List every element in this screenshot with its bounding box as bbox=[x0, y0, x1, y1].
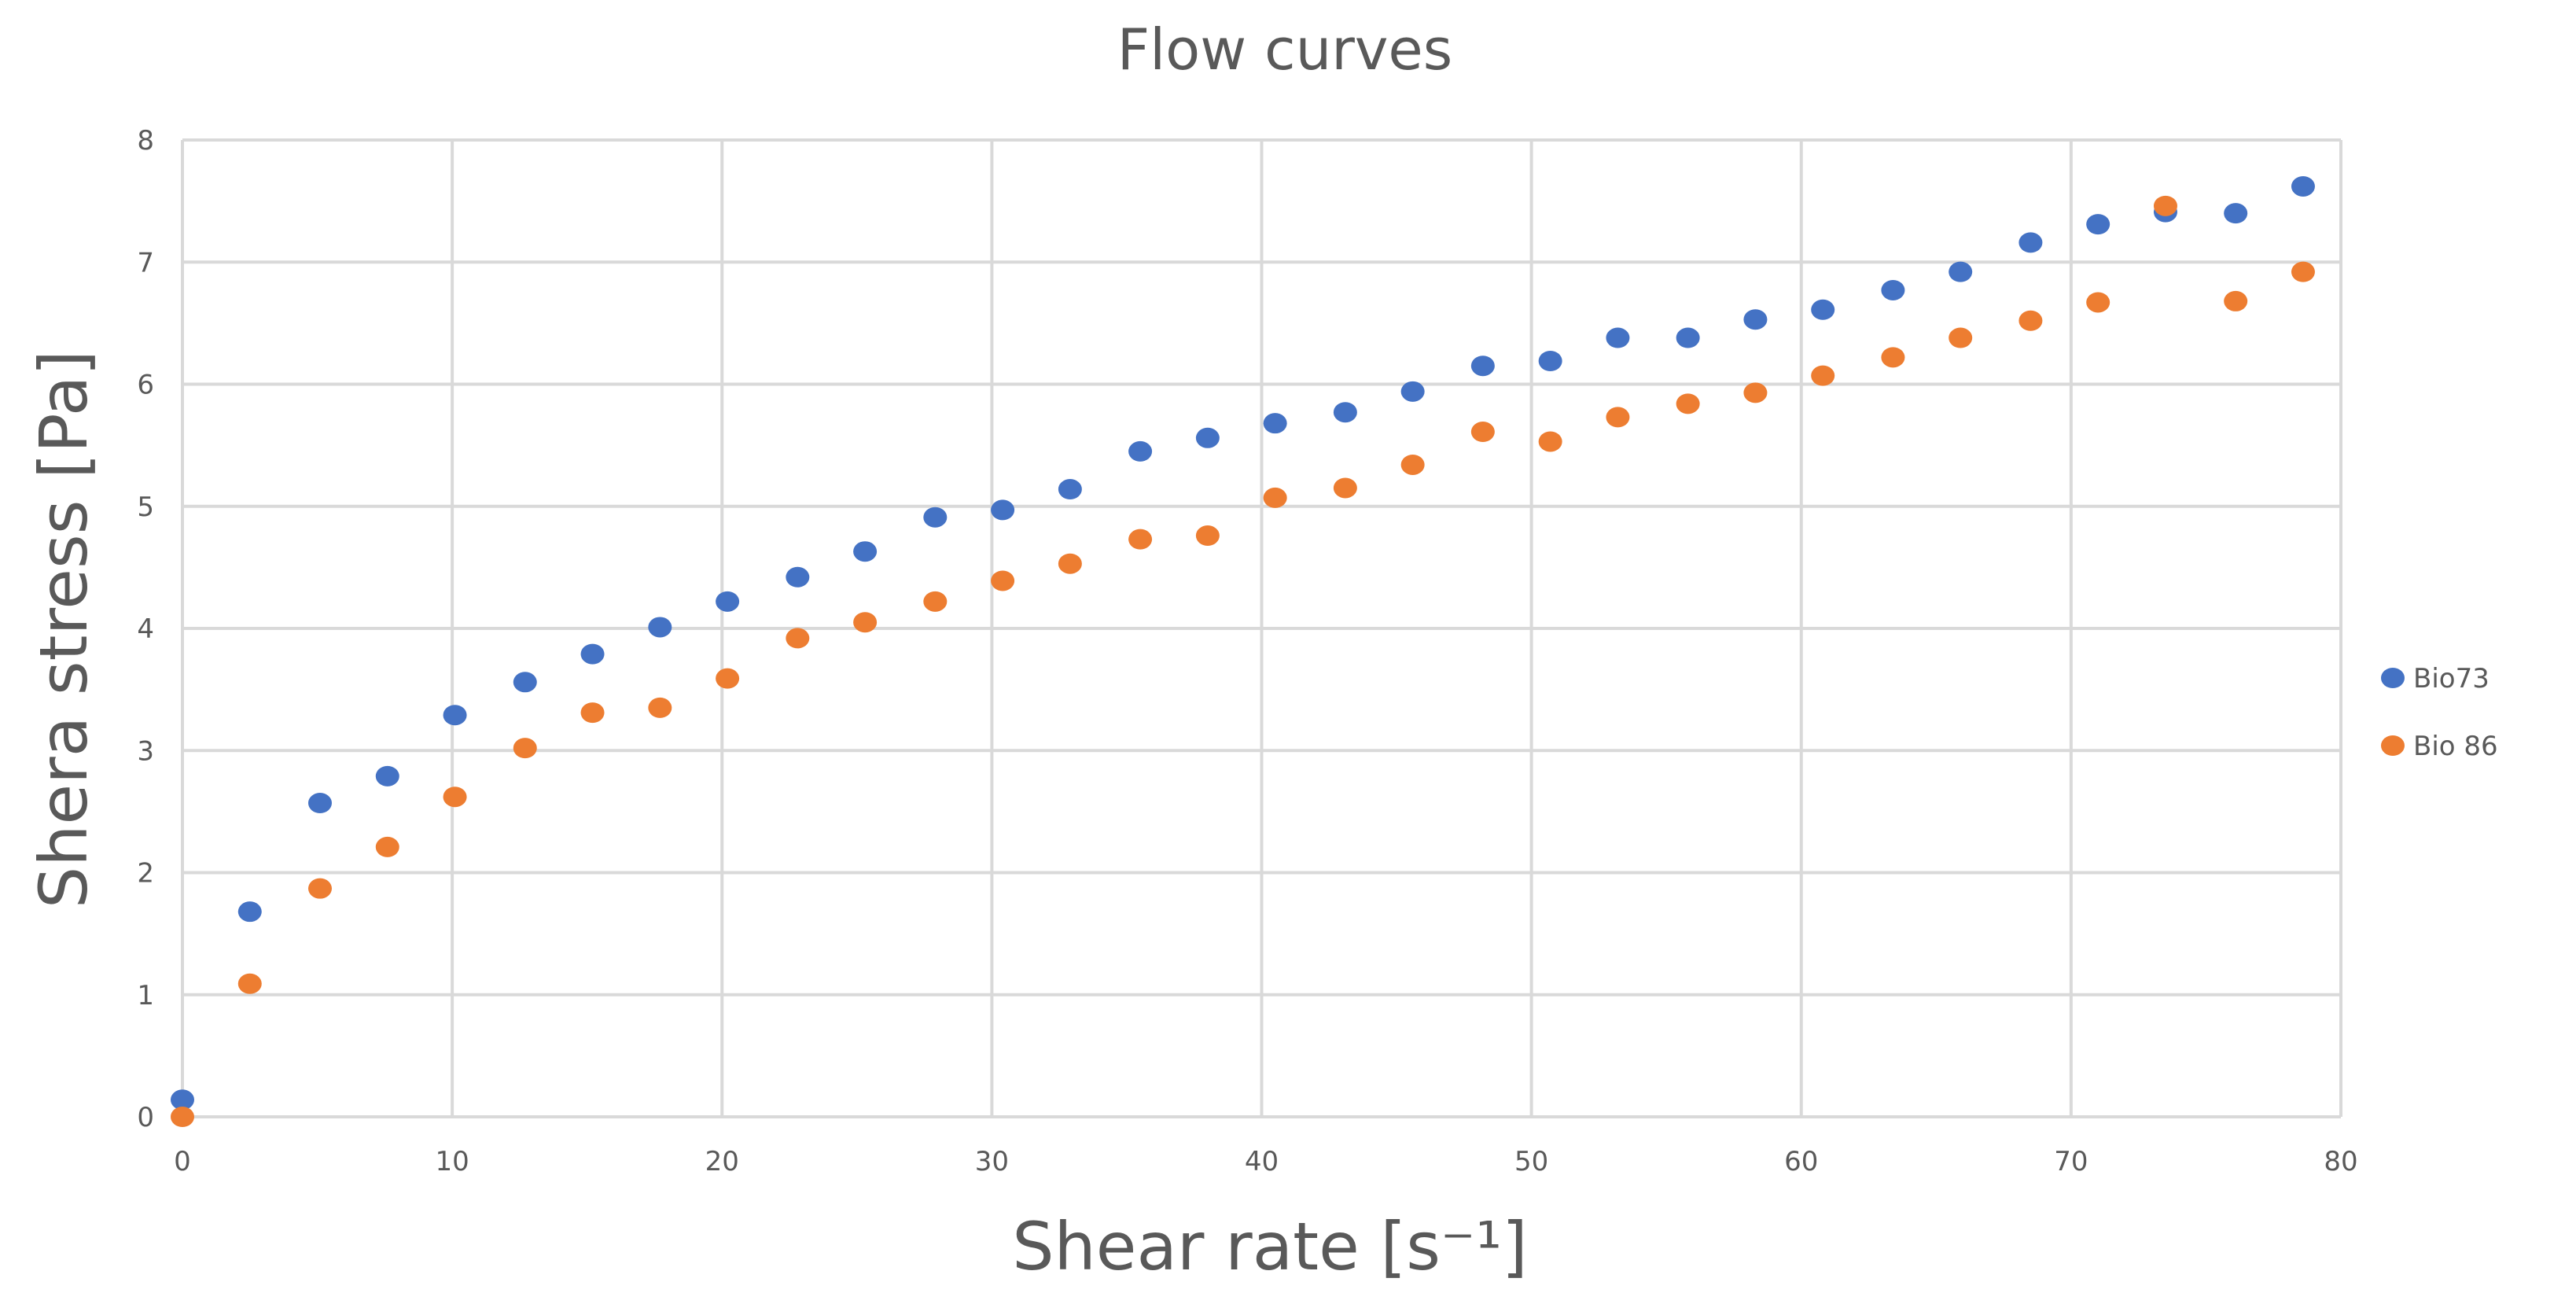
legend-marker-bio-86 bbox=[2381, 735, 2405, 756]
data-point-bio-86 bbox=[1263, 487, 1287, 508]
data-point-bio-86 bbox=[1128, 529, 1153, 550]
data-point-bio73 bbox=[2018, 232, 2043, 253]
data-point-bio-86 bbox=[991, 570, 1015, 591]
data-point-bio-86 bbox=[1058, 553, 1082, 574]
data-point-bio73 bbox=[1811, 299, 1835, 320]
data-point-bio73 bbox=[991, 499, 1015, 521]
data-point-bio73 bbox=[1400, 381, 1425, 402]
data-point-bio73 bbox=[237, 901, 262, 923]
data-points bbox=[171, 175, 2315, 1127]
data-point-bio-86 bbox=[513, 738, 537, 759]
data-point-bio-86 bbox=[923, 591, 948, 612]
data-point-bio73 bbox=[2086, 214, 2110, 235]
data-point-bio73 bbox=[171, 1089, 194, 1111]
legend-marker-bio73 bbox=[2381, 668, 2405, 688]
data-point-bio73 bbox=[1333, 402, 1357, 423]
data-point-bio73 bbox=[716, 591, 740, 612]
x-tick-label: 10 bbox=[435, 1146, 469, 1177]
x-tick-label: 0 bbox=[174, 1146, 191, 1177]
data-point-bio-86 bbox=[1195, 525, 1220, 547]
data-point-bio-86 bbox=[648, 697, 672, 718]
data-point-bio-86 bbox=[1333, 477, 1357, 499]
grid bbox=[181, 138, 2342, 1118]
y-tick-label: 8 bbox=[137, 125, 154, 157]
y-tick-label: 4 bbox=[137, 613, 154, 645]
data-point-bio-86 bbox=[1400, 454, 1425, 475]
data-point-bio73 bbox=[853, 541, 878, 562]
data-point-bio-86 bbox=[1949, 327, 1973, 348]
data-point-bio-86 bbox=[2086, 292, 2110, 313]
x-tick-label: 50 bbox=[1514, 1146, 1548, 1177]
data-point-bio73 bbox=[1949, 261, 1973, 282]
x-tick-label: 40 bbox=[1245, 1146, 1279, 1177]
data-point-bio73 bbox=[1128, 440, 1153, 462]
data-point-bio73 bbox=[923, 507, 948, 528]
data-point-bio-86 bbox=[1743, 382, 1768, 403]
data-point-bio-86 bbox=[1538, 431, 1562, 452]
y-axis-title: Shera stress [Pa] bbox=[25, 350, 102, 908]
data-point-bio73 bbox=[1538, 351, 1562, 372]
data-point-bio-86 bbox=[1470, 422, 1495, 443]
legend-label-bio-86: Bio 86 bbox=[2413, 731, 2498, 762]
x-tick-label: 20 bbox=[705, 1146, 739, 1177]
data-point-bio-86 bbox=[2018, 310, 2043, 331]
data-point-bio-86 bbox=[580, 702, 605, 724]
data-point-bio73 bbox=[443, 705, 467, 726]
data-point-bio-86 bbox=[716, 668, 740, 689]
data-point-bio73 bbox=[1058, 479, 1082, 500]
x-tick-label: 80 bbox=[2324, 1146, 2357, 1177]
data-point-bio73 bbox=[2224, 203, 2248, 224]
x-axis-title: Shear rate [s⁻¹] bbox=[1012, 1208, 1528, 1285]
y-tick-label: 1 bbox=[137, 980, 154, 1011]
data-point-bio-86 bbox=[2153, 195, 2177, 216]
y-axis-ticks: 0 1 2 3 4 5 6 7 8 bbox=[137, 125, 154, 1133]
y-tick-label: 6 bbox=[137, 370, 154, 401]
data-point-bio-86 bbox=[237, 973, 262, 994]
data-point-bio-86 bbox=[1881, 347, 1905, 368]
data-point-bio73 bbox=[1470, 355, 1495, 377]
x-tick-label: 30 bbox=[975, 1146, 1009, 1177]
x-axis-ticks: 0 10 20 30 40 50 60 70 80 bbox=[174, 1146, 2357, 1177]
data-point-bio73 bbox=[1676, 327, 1700, 348]
data-point-bio73 bbox=[580, 643, 605, 665]
data-point-bio73 bbox=[1606, 327, 1630, 348]
data-point-bio73 bbox=[1263, 413, 1287, 434]
data-point-bio73 bbox=[2291, 175, 2315, 197]
legend: Bio73 Bio 86 bbox=[2381, 663, 2498, 762]
data-point-bio-86 bbox=[1606, 407, 1630, 428]
data-point-bio73 bbox=[307, 793, 332, 814]
data-point-bio73 bbox=[786, 566, 810, 588]
y-tick-label: 7 bbox=[137, 247, 154, 278]
chart-title: Flow curves bbox=[1117, 17, 1452, 83]
data-point-bio-86 bbox=[786, 628, 810, 649]
x-tick-label: 60 bbox=[1784, 1146, 1818, 1177]
data-point-bio73 bbox=[513, 672, 537, 693]
data-point-bio73 bbox=[375, 765, 399, 786]
data-point-bio-86 bbox=[375, 836, 399, 857]
data-point-bio73 bbox=[1881, 279, 1905, 300]
y-tick-label: 2 bbox=[137, 858, 154, 890]
y-tick-label: 5 bbox=[137, 492, 154, 523]
data-point-bio-86 bbox=[443, 786, 467, 808]
data-point-bio73 bbox=[1195, 427, 1220, 448]
x-tick-label: 70 bbox=[2054, 1146, 2088, 1177]
data-point-bio73 bbox=[648, 617, 672, 638]
data-point-bio-86 bbox=[1676, 393, 1700, 414]
data-point-bio-86 bbox=[1811, 365, 1835, 386]
legend-label-bio73: Bio73 bbox=[2413, 663, 2490, 694]
data-point-bio-86 bbox=[171, 1107, 194, 1127]
data-point-bio-86 bbox=[853, 612, 878, 633]
data-point-bio73 bbox=[1743, 309, 1768, 330]
y-tick-label: 3 bbox=[137, 735, 154, 767]
data-point-bio-86 bbox=[2291, 261, 2315, 282]
data-point-bio-86 bbox=[307, 878, 332, 899]
y-tick-label: 0 bbox=[137, 1102, 154, 1133]
data-point-bio-86 bbox=[2224, 290, 2248, 311]
